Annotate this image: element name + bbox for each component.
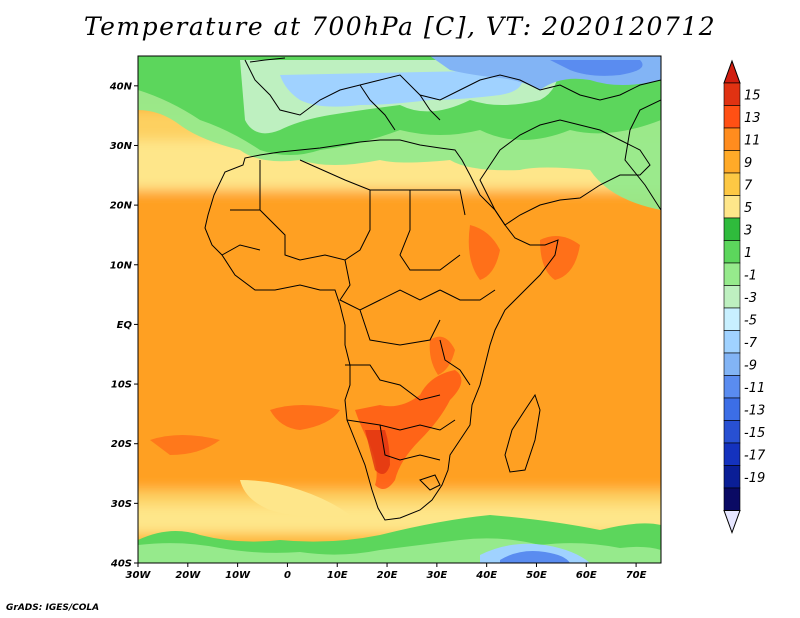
colorbar-swatch <box>723 307 741 331</box>
colorbar-label: -11 <box>744 381 765 396</box>
colorbar-top-arrow <box>723 59 741 84</box>
lat-tick-label: 10N <box>110 260 133 271</box>
lat-tick-label: 30N <box>110 141 133 152</box>
colorbar-swatch <box>723 397 741 421</box>
colorbar-swatch <box>723 420 741 444</box>
colorbar-swatch <box>723 375 741 399</box>
colorbar-swatch <box>723 465 741 489</box>
colorbar-swatch <box>723 442 741 466</box>
colorbar-label: 9 <box>744 156 752 171</box>
colorbar-label: 3 <box>744 224 752 239</box>
lon-tick-label: 20W <box>175 570 201 581</box>
colorbar-swatch <box>723 217 741 241</box>
latitude-axis: 40N 30N 20N 10N EQ 10S 20S 30S 40S <box>109 81 138 570</box>
lon-tick-label: 30W <box>126 570 152 581</box>
lat-tick-label: 20N <box>110 201 133 212</box>
lon-tick-label: 20E <box>377 570 398 581</box>
colorbar-label: 15 <box>744 89 761 104</box>
colorbar-swatch <box>723 127 741 151</box>
colorbar-swatch <box>723 330 741 354</box>
lon-tick-label: 70E <box>626 570 647 581</box>
map-frame <box>137 55 662 564</box>
colorbar-swatch <box>723 105 741 129</box>
colorbar-label: 7 <box>744 179 753 194</box>
colorbar-swatch <box>723 487 741 511</box>
colorbar-label: -15 <box>744 426 765 441</box>
lon-tick-label: 40E <box>475 570 497 581</box>
colorbar-swatch <box>723 82 741 106</box>
temperature-field <box>138 56 661 563</box>
colorbar-label: -5 <box>744 314 757 329</box>
colorbar-label: 5 <box>744 201 752 216</box>
colorbar-label: 11 <box>744 134 761 149</box>
colorbar-label: 1 <box>744 246 752 261</box>
colorbar-swatch <box>723 352 741 376</box>
colorbar-swatch <box>723 195 741 219</box>
colorbar-swatch <box>723 285 741 309</box>
colorbar-swatch <box>723 240 741 264</box>
colorbar-bottom-arrow <box>723 510 741 534</box>
colorbar-label: -1 <box>744 269 757 284</box>
lat-tick-label: 20S <box>111 439 132 450</box>
lon-tick-label: 50E <box>526 570 547 581</box>
longitude-axis: 30W 20W 10W 0 10E 20E 30E 40E 50E 60E 70E <box>126 563 647 581</box>
lon-tick-label: 0 <box>284 570 291 581</box>
coastline-borders <box>204 57 661 521</box>
colorbar-label: -17 <box>744 449 766 464</box>
colorbar-label: -3 <box>744 291 757 306</box>
colorbar-label: -9 <box>744 359 757 374</box>
colorbar-swatch <box>723 150 741 174</box>
lon-tick-label: 60E <box>576 570 597 581</box>
lat-tick-label: 30S <box>111 499 132 510</box>
lat-tick-label: 40S <box>110 559 132 570</box>
colorbar-label: 13 <box>744 111 761 126</box>
colorbar: 15 13 11 9 7 5 3 1 -1 -3 -5 -7 -9 -11 -13 -15 -17 -19 <box>723 59 766 534</box>
colorbar-label: -13 <box>744 404 765 419</box>
lat-tick-label: 10S <box>111 380 132 391</box>
lat-tick-label: EQ <box>117 320 133 331</box>
grads-credit: GrADS: IGES/COLA <box>6 603 100 613</box>
lon-tick-label: 10E <box>327 570 348 581</box>
colorbar-swatch <box>723 172 741 196</box>
lon-tick-label: 30E <box>426 570 447 581</box>
map-title: Temperature at 700hPa [C], VT: 202012071… <box>83 12 717 41</box>
colorbar-label: -19 <box>744 471 765 486</box>
colorbar-swatch <box>723 262 741 286</box>
lon-tick-label: 10W <box>225 570 251 581</box>
colorbar-label: -7 <box>744 336 758 351</box>
lat-tick-label: 40N <box>109 81 133 92</box>
